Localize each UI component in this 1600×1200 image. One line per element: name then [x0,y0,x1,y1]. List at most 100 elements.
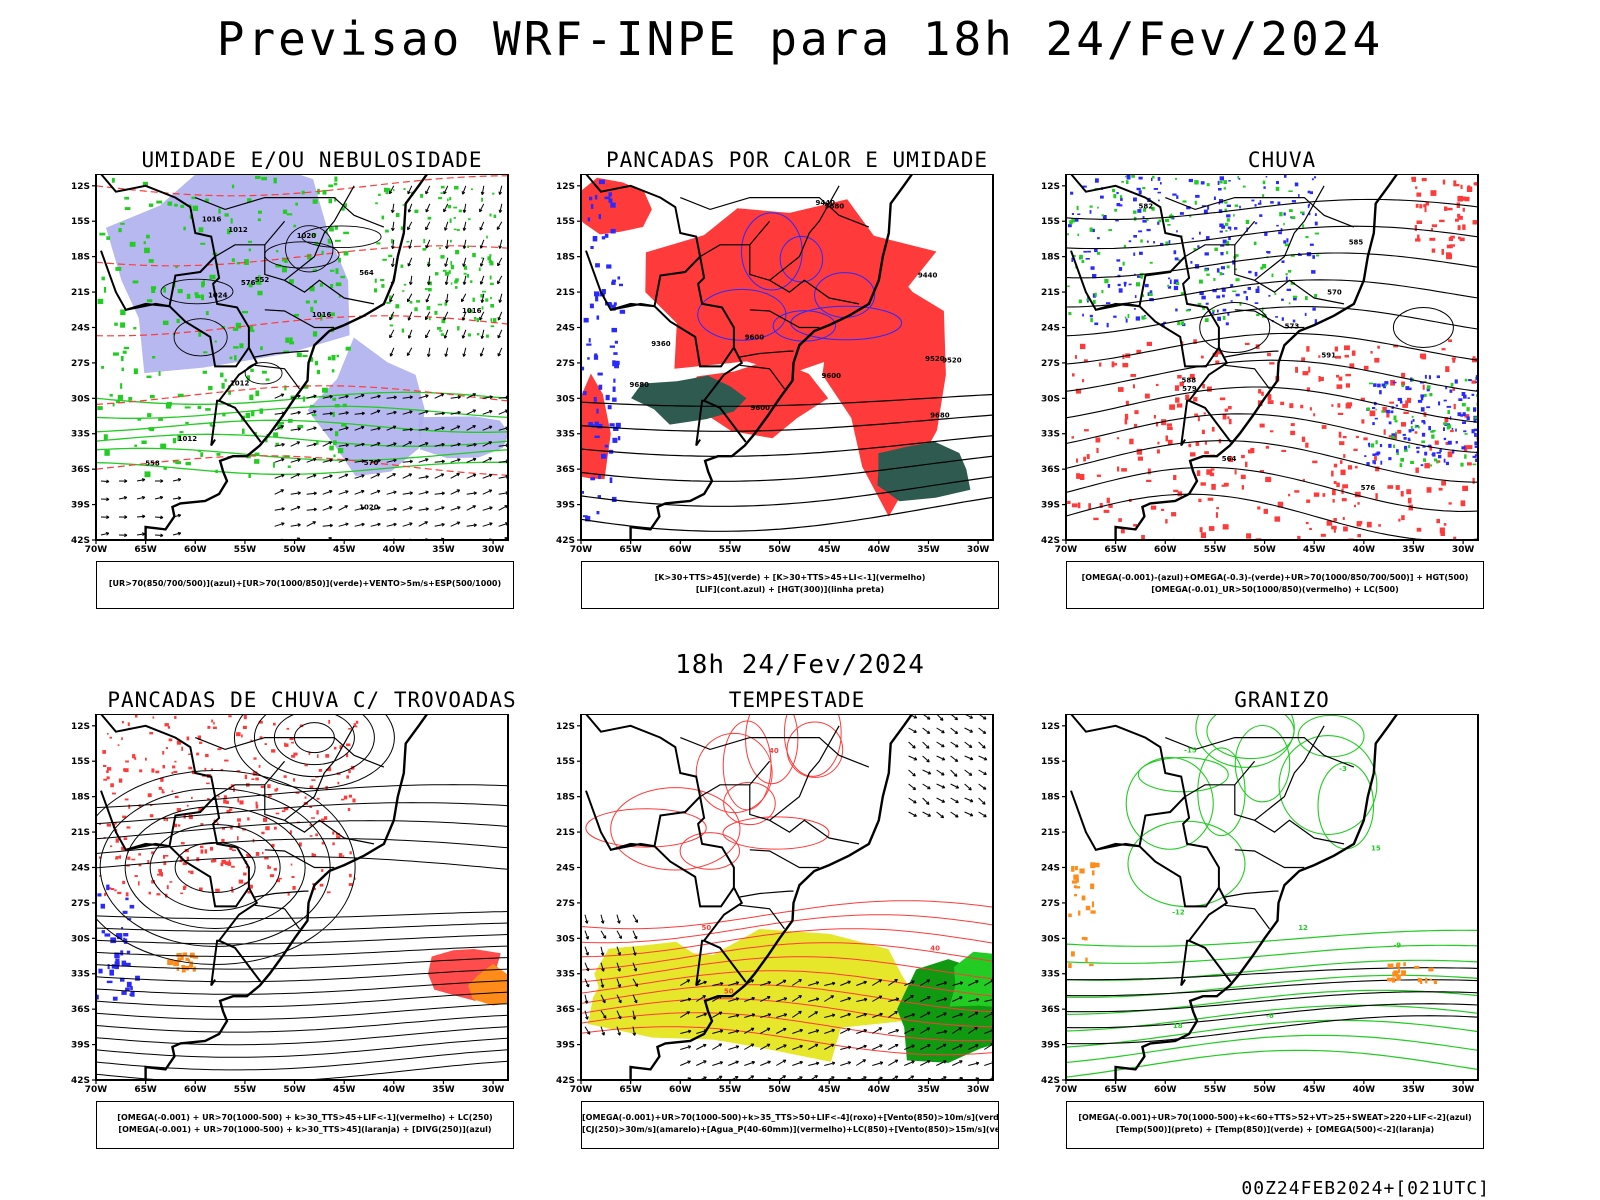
legend-line: [OMEGA(-0.01)_UR>50(1000/850)(vermelho) … [1151,585,1399,594]
lat-tick-label: 39S [71,501,90,511]
legend-line: [OMEGA(-0.001)+UR>70(1000-500)+k<60+TTS>… [1078,1113,1472,1122]
state-border [264,760,375,845]
main-title: Previsao WRF-INPE para 18h 24/Fev/2024 [216,12,1384,66]
state-border [749,220,860,305]
lon-tick-label: 50W [283,545,306,555]
lon-tick-label: 60W [1154,545,1177,555]
lon-tick-label: 30W [967,545,990,555]
coastline [629,714,914,1080]
contour-label: 50 [724,987,734,995]
lon-tick-label: 65W [619,545,642,555]
lat-tick-label: 30S [556,934,575,944]
lon-tick-label: 45W [1303,1085,1326,1095]
state-border [264,220,375,305]
panel-title: TEMPESTADE [728,688,866,712]
lat-tick-label: 33S [71,430,90,440]
country-border [1095,842,1220,908]
state-border [769,185,840,281]
country-border [585,790,655,851]
lat-tick-label: 18S [1041,253,1060,263]
lon-tick-label: 70W [570,545,593,555]
state-border [254,350,309,358]
contour-label: 1012 [230,380,250,388]
legend-line: [OMEGA(-0.001)-(azul)+OMEGA(-0.3)-(verde… [1081,573,1469,582]
country-border [610,842,735,908]
panel-pancadas-trovoadas: PANCADAS DE CHUVA C/ TROVOADAS 12S 15S 18S 2… [62,688,562,1158]
country-border [96,174,262,443]
country-border [653,795,701,847]
contour-label: 9680 [825,202,845,210]
lat-tick-label: 15S [556,217,575,227]
lon-tick-label: 45W [333,1085,356,1095]
panel-tempestade: TEMPESTADE 40 50 50 40 12S 15S 18S 21S 24S 27S 30S 3… [547,688,1047,1158]
contour-label: 582 [1139,202,1154,210]
lat-tick-label: 15S [1041,217,1060,227]
contour-label: 9520 [942,356,962,364]
lon-tick-label: 65W [619,1085,642,1095]
country-border [581,174,747,443]
coastline [1114,174,1399,540]
state-border [749,849,820,869]
panel-granizo: GRANIZO -3 -6 -9 -12 -15 12 15 18 12S 15S 18S 21S 24S… [1032,688,1532,1158]
panel-title: UMIDADE E/OU NEBULOSIDADE [141,148,483,172]
coastline [1114,714,1399,1080]
panel-title: CHUVA [1247,148,1317,172]
map-plot: 40 50 50 40 12S 15S 18S 21S 24S 27S 30S 33S 36S 39S 42… [556,714,994,1095]
lon-tick-label: 55W [719,545,742,555]
contour-label: 15 [1371,845,1381,853]
lat-tick-label: 33S [556,970,575,980]
state-border [680,737,870,768]
lat-tick-label: 15S [71,217,90,227]
contour-label: -12 [1172,908,1185,916]
lat-tick-label: 21S [556,828,575,838]
lat-tick-label: 27S [71,899,90,909]
lat-tick-label: 21S [71,288,90,298]
state-border [254,904,300,930]
state-border [699,244,750,258]
lat-tick-label: 33S [1041,430,1060,440]
run-timestamp: 00Z24FEB2024+[021UTC] [1241,1178,1490,1199]
lon-tick-label: 35W [432,545,455,555]
map-frame [95,174,509,541]
lon-tick-label: 70W [85,1085,108,1095]
lat-tick-label: 12S [71,182,90,192]
legend-line: [OMEGA(-0.001)+UR>70(1000-500)+k>35_TTS>… [582,1113,998,1122]
lon-tick-label: 45W [333,545,356,555]
lon-tick-label: 45W [818,1085,841,1095]
country-border [96,714,262,983]
state-border [1184,784,1235,798]
lon-tick-label: 40W [1353,1085,1376,1095]
lat-tick-label: 18S [556,253,575,263]
contour-label: -3 [1339,765,1347,773]
panel-title: GRANIZO [1234,688,1330,712]
lat-tick-label: 30S [556,394,575,404]
legend-line: [K>30+TTS>45](verde) + [K>30+TTS>45+LI<-… [654,573,926,582]
state-border [1234,849,1305,869]
country-border [1070,790,1140,851]
state-border [254,890,309,898]
lon-tick-label: 55W [234,545,257,555]
state-border [1224,890,1279,898]
panel-chuva: CHUVA 591 588 585 582 579 576 573 570 564 12S 15S 18… [1032,148,1532,618]
lat-tick-label: 21S [71,828,90,838]
map-plot: 591 588 585 582 579 576 573 570 564 12S 15S 18S 21S 2… [1041,174,1479,555]
contour-label: 564 [359,269,374,277]
lon-tick-label: 65W [1104,1085,1127,1095]
lon-tick-label: 40W [868,545,891,555]
lat-tick-label: 33S [1041,970,1060,980]
lat-tick-label: 18S [71,793,90,803]
country-border [1180,399,1190,447]
lon-tick-label: 40W [1353,545,1376,555]
state-border [739,364,785,390]
state-border [739,904,785,930]
lat-tick-label: 18S [71,253,90,263]
contour-label: 564 [1222,455,1237,463]
lon-tick-label: 35W [432,1085,455,1095]
panel-legend: [OMEGA(-0.001)-(azul)+OMEGA(-0.3)-(verde… [1066,561,1484,609]
lat-tick-label: 27S [71,359,90,369]
map-frame [1065,174,1479,541]
contour-label: 570 [1327,289,1342,297]
country-border [1138,795,1186,847]
lon-tick-label: 30W [482,1085,505,1095]
